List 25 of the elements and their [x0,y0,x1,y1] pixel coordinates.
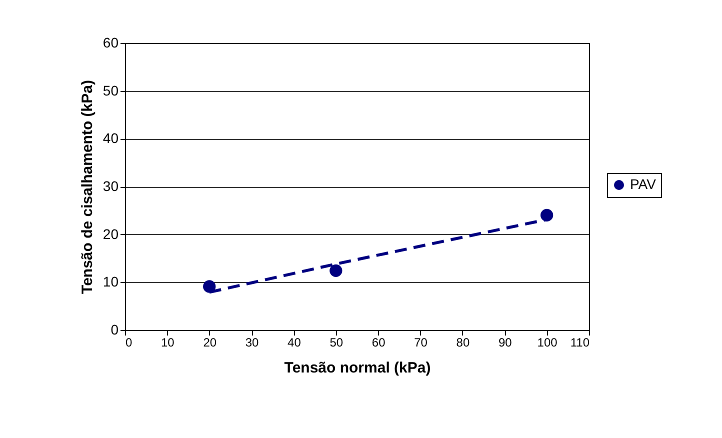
point [540,208,554,222]
x-tick-label: 70 [414,336,428,350]
x-tick-label: 80 [456,336,470,350]
x-tick-label: 40 [288,336,302,350]
x-tick-label: 20 [203,336,217,350]
x-tick-label: 110 [570,336,590,350]
x-tick-label: 50 [330,336,344,350]
y-tick-label: 0 [110,322,119,338]
x-tick-label: 90 [498,336,512,350]
x-tick-label: 60 [372,336,386,350]
y-tick-label: 50 [102,82,119,98]
x-tick-label: 0 [126,336,132,350]
y-axis-title: Tensão de cisalhamento (kPa) [78,80,96,294]
x-axis-title: Tensão normal (kPa) [284,360,431,376]
point [203,280,216,293]
y-tick-label: 30 [102,178,119,194]
y-tick-label: 60 [102,34,119,50]
x-tick-label: 10 [161,336,175,350]
y-tick-label: 40 [102,130,119,146]
y-tick-label: 10 [102,274,119,290]
x-tick-label: 30 [245,336,260,350]
point [330,264,342,277]
y-tick-label: 20 [102,226,119,242]
legend-label: PAV [630,176,657,192]
x-tick-label: 100 [537,336,558,350]
